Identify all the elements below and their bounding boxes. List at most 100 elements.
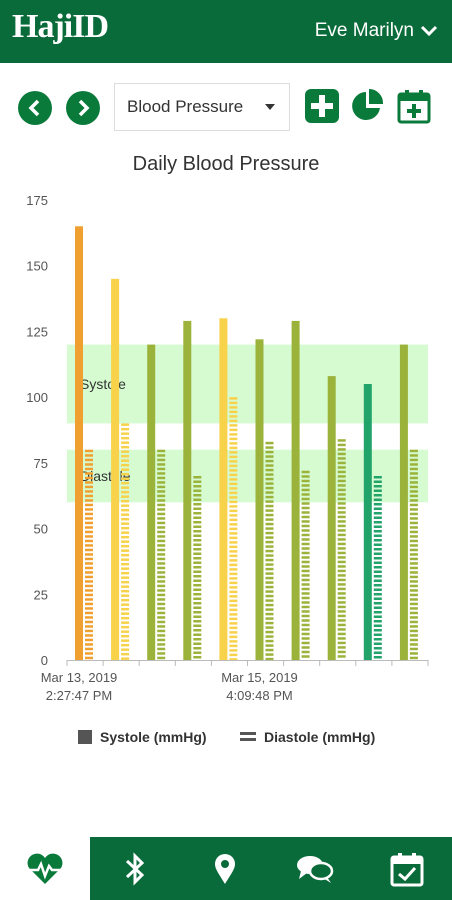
diastole-bar-segment [265, 540, 274, 544]
diastole-bar-segment [337, 655, 346, 658]
metric-select[interactable]: Blood Pressure [114, 83, 290, 131]
diastole-bar-segment [301, 493, 310, 496]
diastole-bar-segment [85, 467, 93, 471]
diastole-bar-segment [373, 503, 382, 506]
diastole-bar-segment [229, 419, 238, 423]
diastole-bar-segment [121, 432, 130, 435]
plus-icon[interactable] [304, 88, 340, 124]
diastole-bar-segment [337, 632, 346, 636]
calendar-plus-icon[interactable] [396, 88, 432, 124]
diastole-bar-segment [229, 410, 238, 414]
nav-location[interactable] [180, 837, 270, 900]
y-tick-label: 100 [26, 390, 48, 405]
diastole-bar-segment [265, 509, 274, 512]
diastole-bar-segment [229, 554, 238, 558]
diastole-bar-segment [85, 463, 93, 466]
diastole-bar-segment [157, 485, 166, 489]
diastole-bar-segment [409, 467, 418, 471]
app-logo[interactable]: HajiID [12, 8, 109, 45]
diastole-bar-segment [373, 620, 382, 623]
diastole-bar-segment [301, 610, 310, 613]
diastole-bar-segment [157, 562, 166, 565]
diastole-bar-segment [193, 647, 202, 650]
diastole-bar-segment [85, 620, 93, 624]
diastole-bar-segment [265, 594, 274, 598]
diastole-bar-segment [193, 494, 202, 497]
nav-calendar[interactable] [362, 837, 452, 900]
diastole-bar-segment [373, 521, 382, 524]
diastole-bar-segment [337, 596, 346, 600]
diastole-bar-segment [85, 607, 93, 610]
diastole-bar-segment [121, 634, 130, 638]
systole-bar [291, 320, 300, 660]
diastole-bar-segment [229, 604, 238, 607]
nav-health[interactable] [0, 837, 90, 900]
diastole-bar-segment [85, 580, 93, 583]
diastole-bar-segment [193, 543, 202, 546]
diastole-bar-segment [229, 415, 238, 418]
diastole-bar-segment [229, 406, 238, 409]
diastole-bar-segment [121, 436, 130, 440]
diastole-bar-segment [373, 557, 382, 560]
diastole-bar-segment [337, 574, 346, 577]
diastole-bar [121, 423, 130, 660]
y-tick-label: 150 [26, 259, 48, 274]
systole-bar [147, 344, 156, 660]
diastole-bar-segment [121, 594, 130, 597]
nav-bluetooth[interactable] [90, 837, 180, 900]
diastole-bar-segment [265, 486, 274, 490]
diastole-bar-segment [337, 466, 346, 469]
diastole-bar-segment [193, 624, 202, 627]
diastole-bar-segment [265, 558, 274, 562]
diastole-bar-segment [85, 458, 93, 462]
diastole-bar-segment [337, 569, 346, 573]
chart-title: Daily Blood Pressure [133, 153, 320, 175]
legend-diastole-swatch [240, 732, 256, 741]
diastole-bar-segment [409, 494, 418, 498]
diastole-bar-segment [157, 476, 166, 480]
diastole-bar-segment [121, 616, 130, 620]
band-label-systole: Systole [80, 376, 126, 392]
diastole-bar-segment [373, 480, 382, 483]
diastole-bar-segment [85, 656, 93, 660]
diastole-bar-segment [409, 472, 418, 475]
diastole-bar-segment [337, 524, 346, 528]
diastole-bar-segment [229, 397, 238, 400]
diastole-bar-segment [229, 532, 238, 535]
diastole-bar-segment [301, 556, 310, 559]
diastole-bar-segment [121, 450, 130, 453]
diastole-bar-segment [121, 558, 130, 561]
previous-button[interactable] [18, 91, 52, 125]
diastole-bar-segment [193, 593, 202, 596]
diastole-bar-segment [121, 639, 130, 642]
diastole-bar-segment [85, 548, 93, 552]
diastole-bar-segment [265, 567, 274, 571]
diastole-bar-segment [373, 566, 382, 569]
systole-bar [183, 320, 192, 660]
y-tick-label: 50 [34, 522, 48, 537]
diastole-bar-segment [409, 584, 418, 588]
diastole-bar-segment [229, 577, 238, 580]
user-menu[interactable]: Eve Marilyn [315, 20, 438, 42]
diastole-bar-segment [337, 488, 346, 492]
diastole-bar-segment [409, 602, 418, 606]
diastole-bar-segment [193, 480, 202, 483]
diastole-bar [409, 449, 418, 660]
diastole-bar-segment [193, 530, 202, 533]
diastole-bar-segment [373, 633, 382, 636]
diastole-bar-segment [121, 454, 130, 458]
diastole-bar-segment [85, 512, 93, 516]
diastole-bar-segment [85, 454, 93, 457]
diastole-bar-segment [121, 567, 130, 570]
nav-chat[interactable] [270, 837, 360, 900]
diastole-bar-segment [409, 481, 418, 484]
diastole-bar-segment [373, 543, 382, 546]
diastole-bar-segment [157, 535, 166, 538]
diastole-bar-segment [301, 578, 310, 582]
diastole-bar-segment [301, 533, 310, 537]
diastole-bar-segment [409, 499, 418, 502]
pie-chart-icon[interactable] [350, 88, 386, 124]
next-button[interactable] [66, 91, 100, 125]
diastole-bar-segment [265, 644, 274, 647]
diastole-bar-segment [121, 643, 130, 647]
